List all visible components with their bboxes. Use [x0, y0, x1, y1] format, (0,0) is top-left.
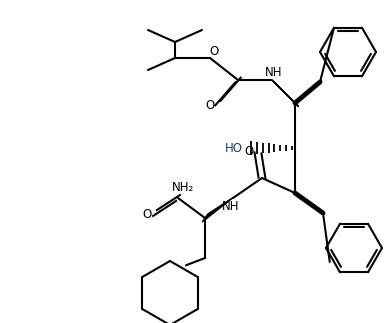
Text: O: O	[209, 45, 219, 57]
Text: HO: HO	[225, 141, 243, 154]
Polygon shape	[202, 197, 234, 222]
Polygon shape	[273, 81, 298, 107]
Text: NH: NH	[222, 201, 240, 214]
Text: O: O	[142, 209, 152, 222]
Text: O: O	[205, 99, 215, 111]
Text: O: O	[244, 144, 253, 158]
Text: NH: NH	[265, 66, 283, 78]
Text: NH₂: NH₂	[172, 181, 194, 193]
